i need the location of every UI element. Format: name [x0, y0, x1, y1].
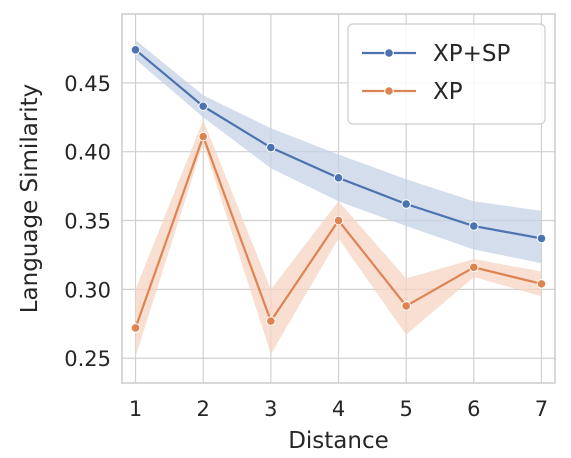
- data-point: [469, 221, 479, 231]
- x-tick-label: 4: [332, 397, 345, 421]
- plot-frame: [121, 13, 556, 384]
- y-tick-label: 0.35: [64, 210, 111, 234]
- data-point: [130, 44, 141, 55]
- x-tick-label: 7: [535, 397, 548, 421]
- data-point: [266, 316, 276, 326]
- data-point: [469, 262, 479, 273]
- legend-box: [347, 23, 546, 125]
- data-point: [333, 215, 344, 226]
- y-tick-label: 0.25: [64, 347, 111, 371]
- x-tick-labels: 1 2 3 4 5 6 7: [129, 397, 548, 421]
- series-points: [130, 44, 547, 333]
- confidence-band: [135, 120, 542, 357]
- y-axis-label: Language Similarity: [17, 84, 43, 314]
- data-point: [266, 142, 276, 153]
- legend-marker: [384, 86, 394, 96]
- x-tick-label: 3: [264, 397, 277, 421]
- y-tick-labels: 0.25 0.30 0.35 0.40 0.45: [64, 72, 111, 371]
- confidence-bands: [135, 40, 542, 357]
- x-tick-label: 2: [197, 397, 210, 421]
- data-point: [333, 173, 344, 183]
- data-point: [536, 233, 547, 244]
- y-tick-label: 0.45: [64, 72, 111, 96]
- legend: XP+SP XP: [347, 23, 546, 125]
- legend-label: XP: [433, 79, 463, 105]
- data-point: [198, 131, 208, 142]
- data-point: [401, 301, 411, 311]
- x-tick-label: 1: [129, 397, 142, 421]
- data-point: [198, 101, 208, 112]
- data-point: [536, 279, 547, 289]
- x-axis-label: Distance: [288, 428, 389, 454]
- y-tick-label: 0.40: [64, 141, 111, 165]
- legend-marker: [384, 48, 394, 58]
- x-tick-label: 6: [467, 397, 480, 421]
- y-tick-label: 0.30: [64, 278, 111, 302]
- legend-label: XP+SP: [433, 41, 510, 67]
- data-point: [130, 323, 141, 333]
- confidence-band: [135, 40, 542, 264]
- data-point: [401, 199, 411, 209]
- x-tick-label: 5: [399, 397, 412, 421]
